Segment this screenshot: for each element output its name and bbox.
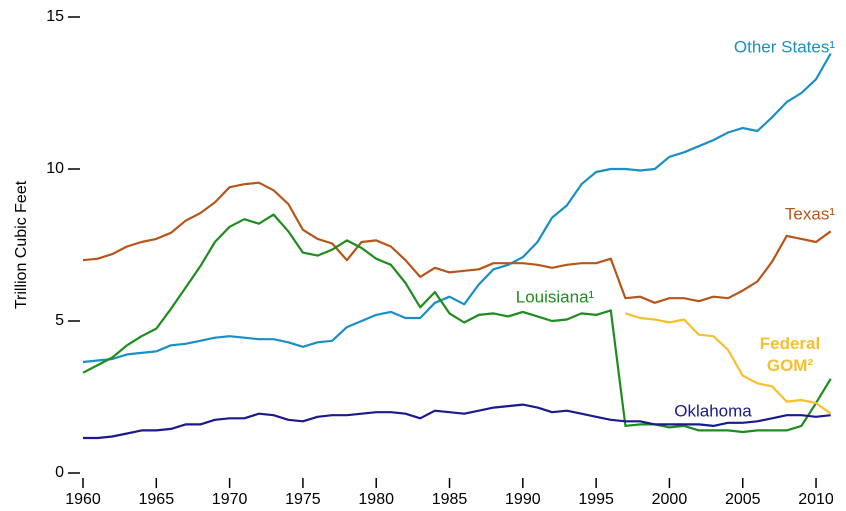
series-line — [82, 213, 832, 434]
x-tick-label: 1980 — [358, 491, 394, 508]
series-line — [82, 52, 832, 364]
y-tick-label: 5 — [55, 312, 64, 329]
x-tick-label: 1970 — [212, 491, 248, 508]
y-tick-label: 0 — [55, 464, 64, 481]
series-label: Other States¹ — [734, 37, 835, 56]
x-tick-label: 1990 — [505, 491, 541, 508]
x-tick-label: 2000 — [652, 491, 688, 508]
y-axis-label: Trillion Cubic Feet — [13, 180, 30, 309]
y-tick-label: 15 — [46, 8, 64, 25]
series-label: Louisiana¹ — [516, 287, 595, 306]
x-tick-label: 1995 — [578, 491, 614, 508]
series-label: Oklahoma — [674, 401, 752, 420]
series-label: Texas¹ — [785, 204, 835, 223]
x-tick-label: 2005 — [725, 491, 761, 508]
series-line — [83, 403, 831, 440]
x-tick-label: 1975 — [285, 491, 321, 508]
series-line — [625, 312, 832, 415]
x-tick-label: 1985 — [432, 491, 468, 508]
series-line — [82, 181, 832, 304]
y-tick-label: 10 — [46, 160, 64, 177]
series-label: Federal GOM² — [759, 334, 821, 375]
x-tick-label: 2010 — [798, 491, 834, 508]
x-tick-label: 1965 — [139, 491, 175, 508]
x-tick-label: 1960 — [65, 491, 101, 508]
